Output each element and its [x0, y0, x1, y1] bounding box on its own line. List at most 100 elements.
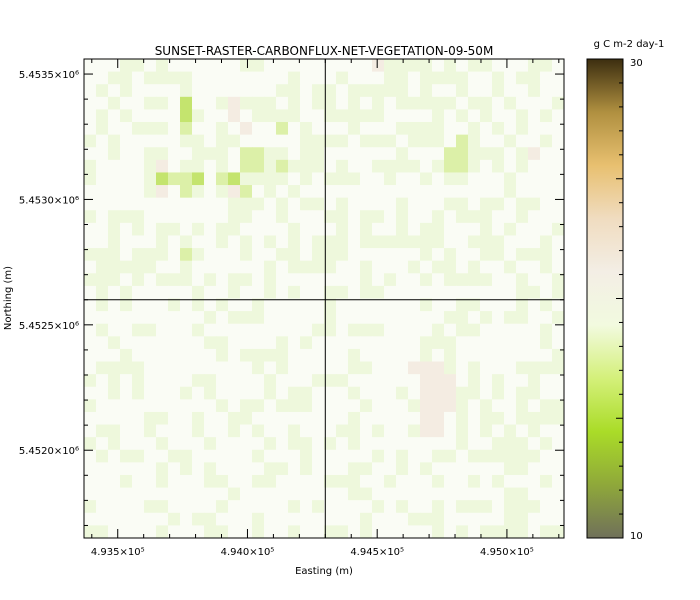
heatmap-cell [444, 512, 457, 526]
heatmap-cell [552, 374, 565, 388]
heatmap-cell [348, 374, 361, 388]
heatmap-cell [84, 172, 97, 186]
heatmap-cell [336, 386, 349, 400]
heatmap-cell [264, 147, 277, 161]
heatmap-cell [300, 235, 313, 249]
colorbar-ticks [616, 82, 623, 515]
heatmap-cell [396, 109, 409, 123]
heatmap-cell [300, 298, 313, 312]
heatmap-cell [468, 298, 481, 312]
colorbar [586, 58, 624, 539]
heatmap-cell [372, 449, 385, 463]
heatmap-cell [468, 134, 481, 148]
heatmap-cell [120, 159, 133, 173]
heatmap-cell [84, 399, 97, 413]
heatmap-cell [360, 285, 373, 299]
heatmap-cell [168, 361, 181, 375]
heatmap-cell [408, 437, 421, 451]
heatmap-cell [120, 122, 133, 136]
heatmap-cell [444, 185, 457, 199]
heatmap-cell [300, 474, 313, 488]
heatmap-cell [168, 487, 181, 501]
heatmap-cell [180, 71, 193, 85]
heatmap-cell [156, 235, 169, 249]
heatmap-cell [348, 462, 361, 476]
heatmap-cell [516, 298, 529, 312]
heatmap-cell [180, 122, 193, 136]
heatmap-cell [360, 361, 373, 375]
heatmap-cell [456, 487, 469, 501]
heatmap-cell [132, 84, 145, 98]
heatmap-cell [108, 172, 121, 186]
heatmap-cell [336, 222, 349, 236]
heatmap-cell [168, 298, 181, 312]
heatmap-cell [372, 386, 385, 400]
heatmap-cell [444, 336, 457, 350]
heatmap-cell [276, 336, 289, 350]
heatmap-cell [120, 210, 133, 224]
heatmap-cell [108, 348, 121, 362]
heatmap-cell [384, 512, 397, 526]
heatmap-cell [144, 210, 157, 224]
heatmap-cell [420, 374, 433, 388]
heatmap-cell [228, 462, 241, 476]
heatmap-cell [276, 449, 289, 463]
heatmap-cell [192, 386, 205, 400]
heatmap-cell [264, 424, 277, 438]
heatmap-cell [528, 197, 541, 211]
heatmap-cell [108, 374, 121, 388]
heatmap-cell [504, 411, 517, 425]
heatmap-cell [552, 424, 565, 438]
heatmap-cell [192, 273, 205, 287]
heatmap-cell [468, 525, 481, 539]
heatmap-cell [108, 134, 121, 148]
heatmap-cell [492, 71, 505, 85]
heatmap-cell [480, 210, 493, 224]
heatmap-cell [348, 197, 361, 211]
heatmap-cell [192, 109, 205, 123]
heatmap-cell [372, 235, 385, 249]
heatmap-cell [444, 134, 457, 148]
heatmap-cell [480, 159, 493, 173]
heatmap-cell [336, 260, 349, 274]
heatmap-cell [384, 462, 397, 476]
heatmap-cell [228, 197, 241, 211]
heatmap-cell [492, 462, 505, 476]
heatmap-cell [384, 525, 397, 539]
heatmap-cell [192, 210, 205, 224]
heatmap-cell [144, 449, 157, 463]
heatmap-cell [276, 122, 289, 136]
heatmap-cell [120, 109, 133, 123]
heatmap-cell [444, 197, 457, 211]
heatmap-cell [444, 525, 457, 539]
heatmap-cell [300, 424, 313, 438]
heatmap-cell [552, 449, 565, 463]
heatmap-cell [276, 323, 289, 337]
heatmap-cell [204, 222, 217, 236]
heatmap-cell [552, 109, 565, 123]
heatmap-cell [204, 525, 217, 539]
heatmap-cell [360, 462, 373, 476]
heatmap-cell [300, 336, 313, 350]
heatmap-cell [408, 134, 421, 148]
heatmap-cell [108, 96, 121, 110]
heatmap-cell [348, 323, 361, 337]
heatmap-cell [336, 462, 349, 476]
heatmap-cell [492, 109, 505, 123]
heatmap-cell [120, 336, 133, 350]
heatmap-cell [336, 159, 349, 173]
heatmap-cell [300, 449, 313, 463]
heatmap-cell [144, 59, 157, 73]
heatmap-cell [396, 84, 409, 98]
heatmap-cell [252, 525, 265, 539]
heatmap-cell [540, 122, 553, 136]
heatmap-cell [552, 260, 565, 274]
heatmap-cell [288, 71, 301, 85]
heatmap-cell [504, 374, 517, 388]
heatmap-cell [312, 512, 325, 526]
heatmap-cell [528, 59, 541, 73]
heatmap-cell [504, 197, 517, 211]
y-tick-label: 5.4530×10⁶ [19, 195, 79, 206]
heatmap-cell [492, 134, 505, 148]
heatmap-cell [468, 512, 481, 526]
